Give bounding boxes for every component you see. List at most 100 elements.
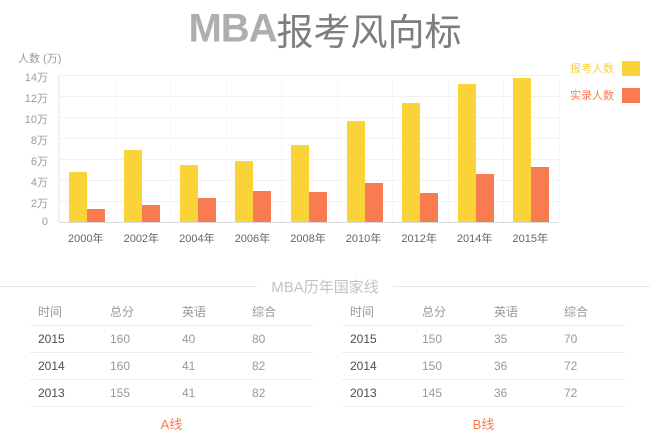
score-cell: 150 bbox=[422, 359, 443, 373]
score-cell: 36 bbox=[494, 386, 508, 400]
header-cell: 总分 bbox=[422, 304, 447, 319]
bar-admitted-2002年 bbox=[142, 205, 161, 222]
score-cell: 35 bbox=[494, 332, 508, 346]
bar-applicants-2004年 bbox=[179, 165, 198, 222]
table-row: 2013 155 41 82 bbox=[30, 380, 313, 407]
vertical-gridline bbox=[170, 75, 172, 222]
score-cell: 155 bbox=[110, 386, 131, 400]
bar-applicants-2008年 bbox=[291, 145, 309, 222]
gridline bbox=[59, 222, 559, 223]
score-cell: 70 bbox=[564, 332, 578, 346]
x-axis-label: 2006年 bbox=[234, 233, 271, 245]
year-cell: 2015 bbox=[350, 332, 377, 346]
score-cell: 41 bbox=[182, 359, 196, 373]
x-axis-label: 2008年 bbox=[290, 233, 326, 245]
bar-admitted-2008年 bbox=[309, 191, 327, 222]
legend-swatch-applicants bbox=[622, 60, 640, 76]
vertical-gridline bbox=[336, 75, 338, 222]
score-cell: 41 bbox=[182, 386, 196, 400]
gridline bbox=[59, 96, 559, 97]
year-cell: 2013 bbox=[350, 386, 377, 400]
header-cell: 英语 bbox=[182, 304, 207, 319]
vertical-gridline bbox=[225, 75, 227, 222]
table-row: 2014 160 41 82 bbox=[30, 353, 313, 380]
score-cell: 36 bbox=[494, 359, 508, 373]
table-row: 2015 160 40 80 bbox=[30, 326, 313, 353]
bar-admitted-2012年 bbox=[420, 192, 439, 222]
vertical-gridline bbox=[114, 75, 116, 222]
bar-admitted-2004年 bbox=[197, 197, 216, 222]
score-cell: 40 bbox=[182, 332, 196, 346]
score-cell: 72 bbox=[564, 386, 578, 400]
bar-applicants-2010年 bbox=[346, 121, 365, 222]
national-line-tables: 时间 总分 英语 综合 2015 160 40 80 2014 160 41 82 2013 155 41 8… bbox=[30, 297, 625, 433]
chart-plot-area bbox=[58, 75, 560, 223]
vertical-gridline bbox=[503, 75, 505, 222]
table-header-row: 时间 总分 英语 综合 bbox=[342, 297, 625, 326]
header-cell: 英语 bbox=[494, 304, 519, 319]
page-title: MBA报考风向标 bbox=[0, 2, 650, 56]
header-cell: 时间 bbox=[38, 304, 63, 319]
table-header-row: 时间 总分 英语 综合 bbox=[30, 297, 313, 326]
x-axis-label: 2002年 bbox=[123, 233, 160, 245]
vertical-gridline bbox=[392, 75, 394, 222]
x-axis-label: 2014年 bbox=[456, 233, 493, 245]
y-tick-label: 12万 bbox=[24, 93, 48, 105]
year-cell: 2013 bbox=[38, 386, 65, 400]
gridline bbox=[59, 138, 559, 139]
x-axis-label: 2004年 bbox=[179, 233, 215, 245]
table-row: 2015 150 35 70 bbox=[342, 326, 625, 353]
bar-applicants-2012年 bbox=[402, 103, 421, 222]
y-tick-label: 14万 bbox=[24, 72, 48, 84]
bar-applicants-2015年 bbox=[513, 78, 532, 222]
vertical-gridline bbox=[447, 75, 449, 222]
table-caption: A线 bbox=[160, 417, 183, 432]
y-axis-title: 人数 (万) bbox=[18, 53, 62, 65]
score-cell: 150 bbox=[422, 332, 443, 346]
legend-label-applicants: 报考人数 bbox=[570, 63, 614, 75]
score-cell: 160 bbox=[110, 359, 131, 373]
y-tick-label: 6万 bbox=[30, 156, 48, 168]
score-cell: 145 bbox=[422, 386, 443, 400]
title-brand: MBA bbox=[188, 6, 277, 51]
gridline bbox=[59, 180, 559, 181]
section-title: MBA历年国家线 bbox=[257, 276, 393, 297]
y-tick-label: 2万 bbox=[30, 198, 48, 210]
gridline bbox=[59, 117, 559, 118]
bar-admitted-2010年 bbox=[364, 183, 383, 222]
score-table-A线: 时间 总分 英语 综合 2015 160 40 80 2014 160 41 82 2013 155 41 8… bbox=[30, 297, 313, 433]
header-cell: 总分 bbox=[110, 304, 135, 319]
section-divider: MBA历年国家线 bbox=[0, 276, 650, 297]
score-cell: 82 bbox=[252, 359, 266, 373]
bar-applicants-2014年 bbox=[457, 84, 476, 222]
year-cell: 2015 bbox=[38, 332, 65, 346]
x-axis-label: 2000年 bbox=[68, 233, 104, 245]
bar-admitted-2006年 bbox=[253, 190, 272, 222]
table-caption: B线 bbox=[472, 417, 495, 432]
x-axis-label: 2015年 bbox=[512, 233, 548, 245]
bar-applicants-2002年 bbox=[124, 149, 143, 222]
y-tick-label: 4万 bbox=[30, 177, 48, 189]
legend-swatch-admitted bbox=[622, 87, 640, 103]
score-cell: 160 bbox=[110, 332, 131, 346]
header-cell: 时间 bbox=[350, 304, 375, 319]
title-rest: 报考风向标 bbox=[276, 12, 462, 53]
score-cell: 72 bbox=[564, 359, 578, 373]
vertical-gridline bbox=[559, 75, 560, 222]
legend-label-admitted: 实录人数 bbox=[570, 90, 614, 102]
gridline bbox=[59, 159, 559, 160]
table-row: 2013 145 36 72 bbox=[342, 380, 625, 407]
score-cell: 82 bbox=[252, 386, 266, 400]
year-cell: 2014 bbox=[38, 359, 65, 373]
bar-chart: 人数 (万) 14万 12万 10万 8万 6万 4万 2万 0 2000年 2002年 2004… bbox=[0, 50, 650, 256]
score-cell: 80 bbox=[252, 332, 266, 346]
score-table-B线: 时间 总分 英语 综合 2015 150 35 70 2014 150 36 72 2013 145 36 7… bbox=[342, 297, 625, 433]
bar-admitted-2014年 bbox=[475, 173, 494, 222]
y-tick-label: 8万 bbox=[30, 135, 48, 147]
bar-admitted-2000年 bbox=[86, 209, 105, 222]
bar-admitted-2015年 bbox=[531, 167, 550, 222]
bar-applicants-2006年 bbox=[235, 161, 254, 222]
table-row: 2014 150 36 72 bbox=[342, 353, 625, 380]
x-axis-label: 2012年 bbox=[401, 233, 437, 245]
